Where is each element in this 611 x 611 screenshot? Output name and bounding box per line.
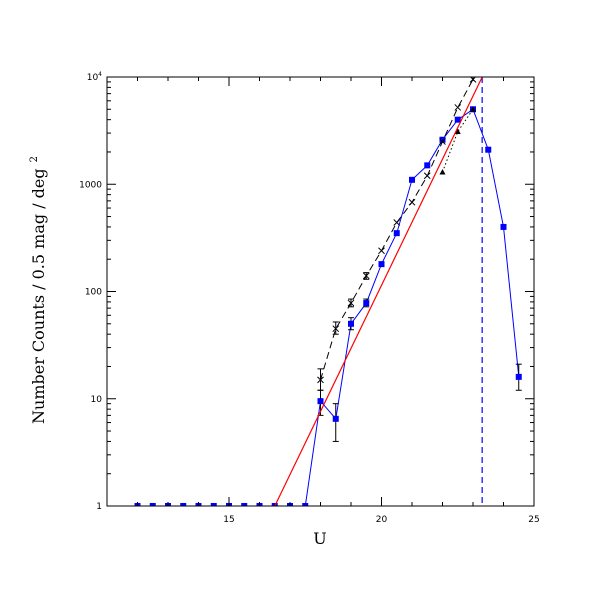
y-tick-label-text: 1 xyxy=(96,502,102,512)
data-point-square xyxy=(348,320,354,327)
series-line-black-dashed-cross xyxy=(320,79,474,381)
y-axis-title-superscript: 2 xyxy=(29,156,40,162)
x-tick-label: 15 xyxy=(223,515,234,525)
data-point-square xyxy=(409,176,415,183)
data-point-cross xyxy=(362,272,370,280)
series-line-blue-squares xyxy=(137,108,520,506)
y-tick-label: 1 xyxy=(96,502,102,512)
data-point-cross xyxy=(439,138,446,145)
series-line-red-line xyxy=(274,77,483,506)
data-point-square xyxy=(363,300,370,307)
y-axis-title: Number Counts / 0.5 mag / deg 2 xyxy=(29,156,48,424)
plot-layer xyxy=(134,77,522,506)
data-point-square xyxy=(271,503,278,506)
x-tick-label: 25 xyxy=(528,515,539,525)
data-point-square xyxy=(515,373,522,380)
y-tick-label: 1000 xyxy=(79,180,102,190)
y-tick-label-text: 100 xyxy=(85,288,102,298)
y-tick-label-text: 10 xyxy=(91,395,103,405)
data-point-square xyxy=(302,503,309,506)
y-tick-label-text: 1000 xyxy=(79,180,102,190)
data-point-square xyxy=(424,162,431,169)
data-point-cross xyxy=(317,376,324,384)
y-tick-label-superscript: 4 xyxy=(98,71,102,78)
series-line-black-dotted-triangle xyxy=(442,109,474,173)
data-point-square xyxy=(439,136,446,143)
data-point-triangle xyxy=(470,106,476,112)
data-point-square xyxy=(332,415,339,422)
data-point-square xyxy=(149,503,156,506)
data-point-triangle xyxy=(439,169,446,175)
data-point-square xyxy=(393,230,400,237)
y-tick-label: 10 xyxy=(91,395,103,405)
data-point-cross xyxy=(393,219,401,226)
data-point-square xyxy=(378,261,385,268)
y-tick-label: 100 xyxy=(85,288,102,298)
data-point-square xyxy=(317,398,324,405)
data-point-cross xyxy=(423,172,431,180)
x-axis-title: U xyxy=(313,529,326,548)
data-point-square xyxy=(210,503,217,506)
data-point-square xyxy=(454,116,461,123)
data-point-square xyxy=(485,146,492,153)
x-tick-label: 20 xyxy=(376,515,388,525)
data-point-square xyxy=(180,503,187,506)
data-point-cross xyxy=(408,198,416,206)
data-point-square xyxy=(500,223,507,230)
data-point-triangle xyxy=(454,128,461,135)
data-point-cross xyxy=(332,325,340,333)
data-point-cross xyxy=(347,299,355,307)
data-point-cross xyxy=(454,104,462,111)
data-point-square xyxy=(241,503,248,506)
tick-layer xyxy=(106,77,535,507)
y-tick-label-text: 10 xyxy=(87,73,99,83)
y-tick-label: 104 xyxy=(87,71,102,83)
y-axis-title-text: Number Counts / 0.5 mag / deg xyxy=(29,168,48,424)
data-point-cross xyxy=(378,247,385,255)
